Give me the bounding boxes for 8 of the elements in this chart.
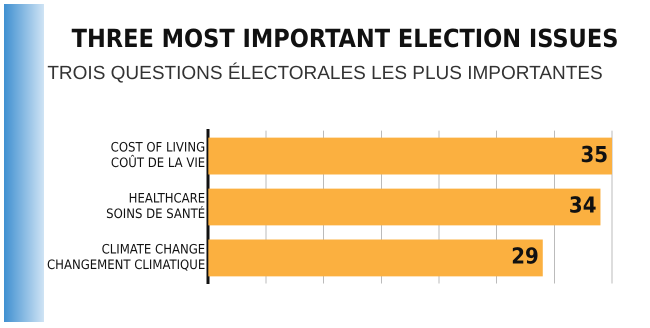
- y-tick-label: CLIMATE CHANGE CHANGEMENT CLIMATIQUE: [47, 242, 206, 274]
- y-tick-label: COST OF LIVING COÛT DE LA VIE: [110, 140, 206, 172]
- data-label: 35: [580, 142, 608, 168]
- data-label: 34: [568, 194, 596, 219]
- chart-title: THREE MOST IMPORTANT ELECTION ISSUES: [70, 24, 620, 53]
- data-label: 29: [511, 244, 539, 270]
- chart-subtitle: TROIS QUESTIONS ÉLECTORALES LES PLUS IMPORTANTES: [46, 63, 604, 85]
- y-tick-label: HEALTHCARE SOINS DE SANTÉ: [106, 192, 206, 222]
